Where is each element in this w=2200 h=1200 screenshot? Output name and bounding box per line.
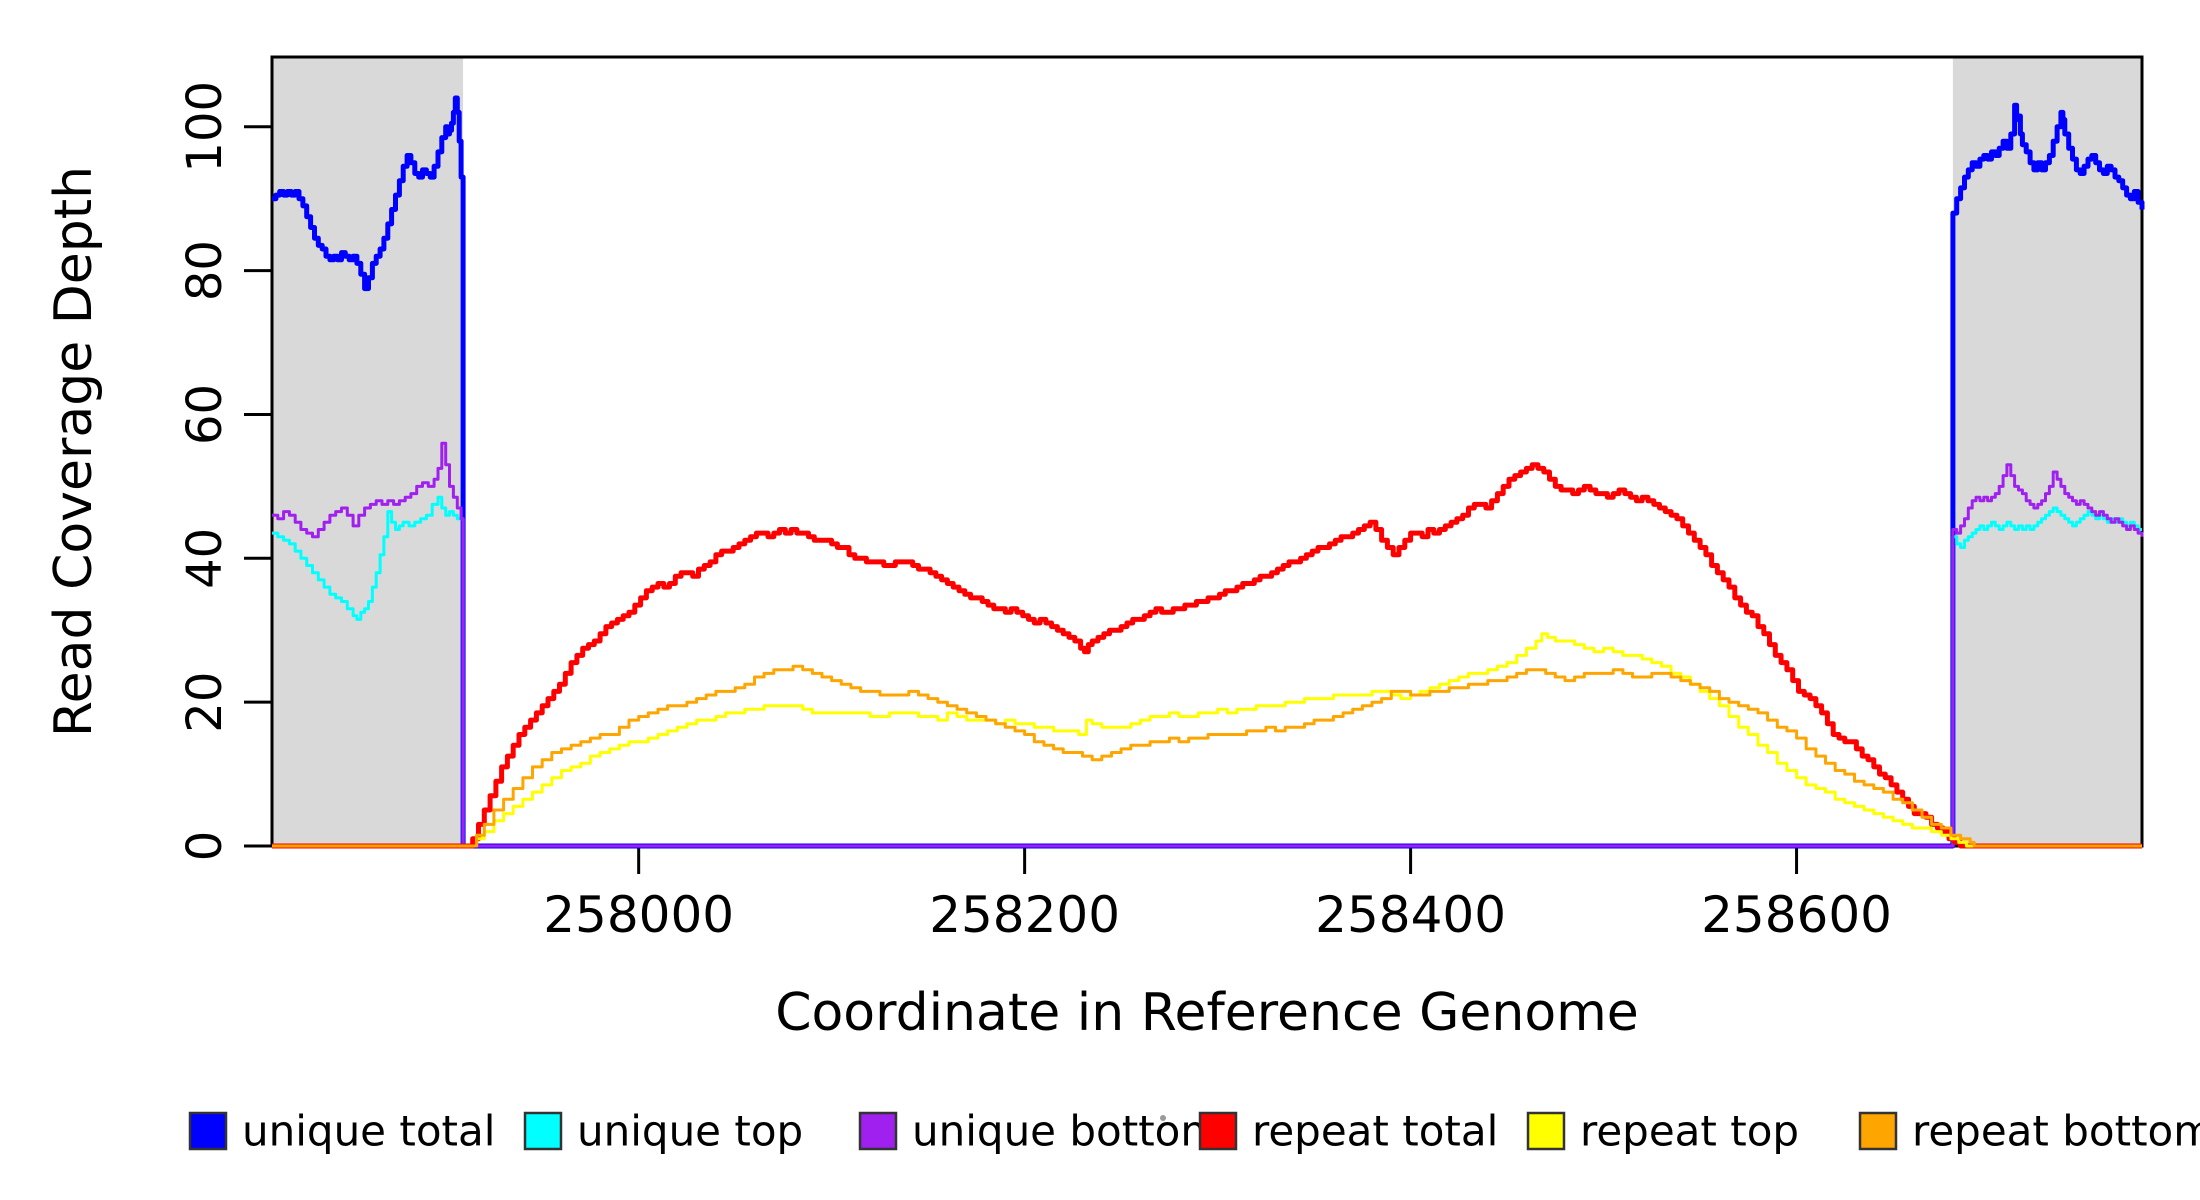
legend-label-repeat-bottom: repeat bottom xyxy=(1912,1107,2200,1156)
y-axis-title: Read Coverage Depth xyxy=(44,166,104,737)
x-tick-label: 258200 xyxy=(929,886,1120,944)
legend-label-unique-total: unique total xyxy=(242,1107,495,1156)
legend-label-unique-bottom: unique bottom xyxy=(912,1107,1221,1156)
legend-swatch-unique-bottom xyxy=(858,1111,898,1151)
legend-swatch-unique-top xyxy=(523,1111,563,1151)
legend-label-unique-top: unique top xyxy=(577,1107,803,1156)
stray-dot xyxy=(1160,1115,1166,1121)
series-repeat-bottom xyxy=(272,664,2142,848)
series-unique-bottom xyxy=(272,441,2144,848)
y-tick-label: 20 xyxy=(177,672,233,733)
plot-box xyxy=(270,55,2144,848)
series-repeat-top xyxy=(272,632,2142,848)
shaded-band-unique-flank-left xyxy=(272,57,464,846)
y-tick-label: 100 xyxy=(177,81,233,173)
legend-label-repeat-total: repeat total xyxy=(1252,1107,1498,1156)
legend-label-repeat-top: repeat top xyxy=(1580,1107,1799,1156)
series-repeat-total xyxy=(272,462,2142,849)
series-unique-total xyxy=(272,95,2145,849)
series-unique-top xyxy=(272,495,2142,848)
x-tick-label: 258400 xyxy=(1315,886,1506,944)
y-tick-label: 60 xyxy=(177,384,233,445)
x-axis-title: Coordinate in Reference Genome xyxy=(775,983,1639,1043)
y-tick-label: 40 xyxy=(177,528,233,589)
legend-swatch-repeat-bottom xyxy=(1858,1111,1898,1151)
x-tick-label: 258000 xyxy=(543,886,734,944)
shaded-band-unique-flank-right xyxy=(1952,57,2142,846)
x-tick-label: 258600 xyxy=(1701,886,1892,944)
legend-swatch-repeat-top xyxy=(1526,1111,1566,1151)
y-tick-label: 80 xyxy=(177,240,233,301)
y-tick-label: 0 xyxy=(177,831,233,862)
legend-swatch-unique-total xyxy=(188,1111,228,1151)
legend-swatch-repeat-total xyxy=(1198,1111,1238,1151)
